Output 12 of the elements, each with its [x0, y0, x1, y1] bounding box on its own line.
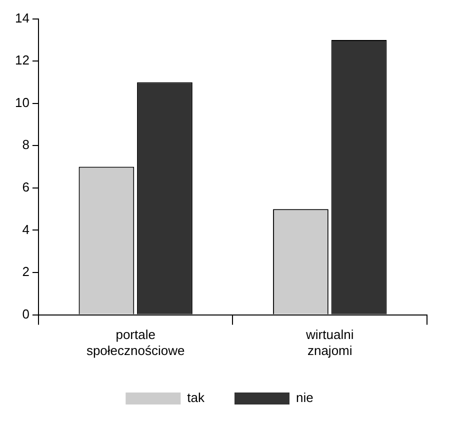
legend-label: tak — [187, 390, 205, 406]
y-tick-label: 14 — [14, 10, 30, 26]
y-tick-label: 2 — [22, 264, 30, 280]
y-tick-label: 10 — [14, 94, 30, 110]
y-tick-label: 8 — [22, 137, 30, 152]
y-tick-label: 12 — [14, 52, 30, 68]
x-tick-label: portale społecznościowe — [86, 327, 185, 358]
y-tick-label: 4 — [22, 222, 30, 237]
x-tick-label: wirtualni znajomi — [305, 327, 354, 358]
y-tick-label: 6 — [22, 180, 30, 195]
legend-label: nie — [296, 390, 314, 406]
y-tick-label: 0 — [22, 306, 30, 322]
